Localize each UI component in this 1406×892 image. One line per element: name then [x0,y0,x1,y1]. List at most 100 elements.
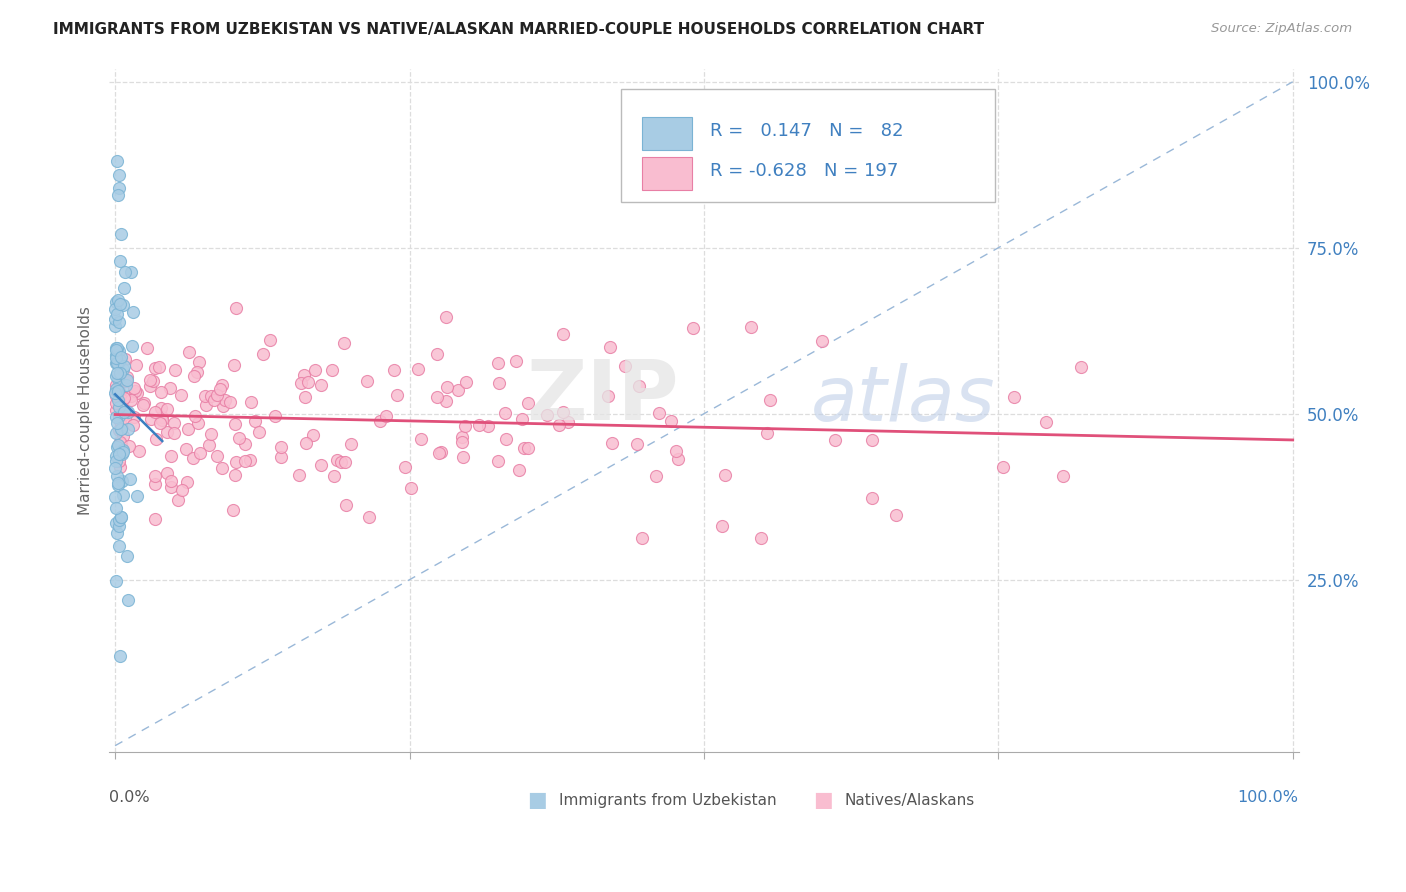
Point [394,460,416,475]
Point [252,346,274,360]
Point [187,355,209,369]
Point [110,510,132,524]
Point [160,480,183,494]
Point [104,343,127,357]
Point [270,450,292,464]
Point [111,397,134,411]
Point [104,368,127,383]
Point [176,475,198,490]
Point [513,441,536,455]
Point [108,344,131,359]
Point [111,392,134,407]
Point [108,352,131,367]
Point [107,423,129,437]
Point [112,391,135,405]
Point [304,363,326,377]
Point [163,425,186,440]
Point [108,414,131,428]
Text: Source: ZipAtlas.com: Source: ZipAtlas.com [1212,22,1353,36]
Point [208,382,231,396]
Point [263,409,285,423]
Point [104,348,127,362]
Point [150,385,173,400]
Point [596,389,619,403]
Point [302,428,325,442]
Point [368,414,391,428]
Point [160,450,183,464]
Point [120,265,142,279]
Point [375,409,398,424]
Point [450,435,472,450]
Point [333,455,356,469]
Point [107,181,129,195]
Point [222,503,245,517]
Point [292,368,315,382]
Point [177,422,200,436]
Point [645,468,668,483]
Point [335,499,357,513]
Point [104,461,127,475]
Point [205,388,228,402]
Point [329,455,352,469]
Point [107,168,129,182]
Point [427,446,450,460]
Point [758,393,780,408]
Point [143,476,166,491]
Point [104,295,127,310]
Point [202,393,225,408]
Point [112,362,135,376]
Point [108,454,131,468]
Point [884,508,907,522]
Point [1002,390,1025,404]
Point [628,378,651,392]
Point [121,305,143,319]
Point [233,454,256,468]
Text: 0.0%: 0.0% [110,790,150,805]
Point [105,396,128,410]
Point [326,453,349,467]
Point [357,509,380,524]
Y-axis label: Married-couple Households: Married-couple Households [79,306,93,515]
Point [508,463,530,477]
Point [108,648,131,663]
Point [225,455,247,469]
Point [110,227,132,242]
Point [188,446,211,460]
Point [239,453,262,467]
FancyBboxPatch shape [643,117,692,150]
Point [494,406,516,420]
Point [105,378,128,392]
Point [112,298,135,312]
Point [468,417,491,432]
Point [107,380,129,394]
Point [626,437,648,451]
Point [108,384,131,399]
Point [553,405,575,419]
Point [659,414,682,428]
Point [152,409,174,424]
Point [150,413,173,427]
Point [714,468,737,483]
Point [225,301,247,316]
Point [104,516,127,530]
Text: IMMIGRANTS FROM UZBEKISTAN VS NATIVE/ALASKAN MARRIED-COUPLE HOUSEHOLDS CORRELATI: IMMIGRANTS FROM UZBEKISTAN VS NATIVE/ALA… [53,22,984,37]
Text: ZIP: ZIP [527,356,679,437]
Point [309,378,332,392]
Point [107,384,129,398]
Point [121,339,143,353]
Point [548,417,571,432]
Point [170,483,193,497]
Point [107,519,129,533]
Point [143,361,166,376]
Point [630,531,652,545]
Point [114,264,136,278]
Point [430,444,453,458]
Point [259,333,281,347]
Point [107,356,129,370]
Point [160,474,183,488]
Text: ■: ■ [527,790,547,810]
Point [104,449,127,463]
Point [1052,469,1074,483]
Point [224,468,246,483]
Point [104,409,127,424]
